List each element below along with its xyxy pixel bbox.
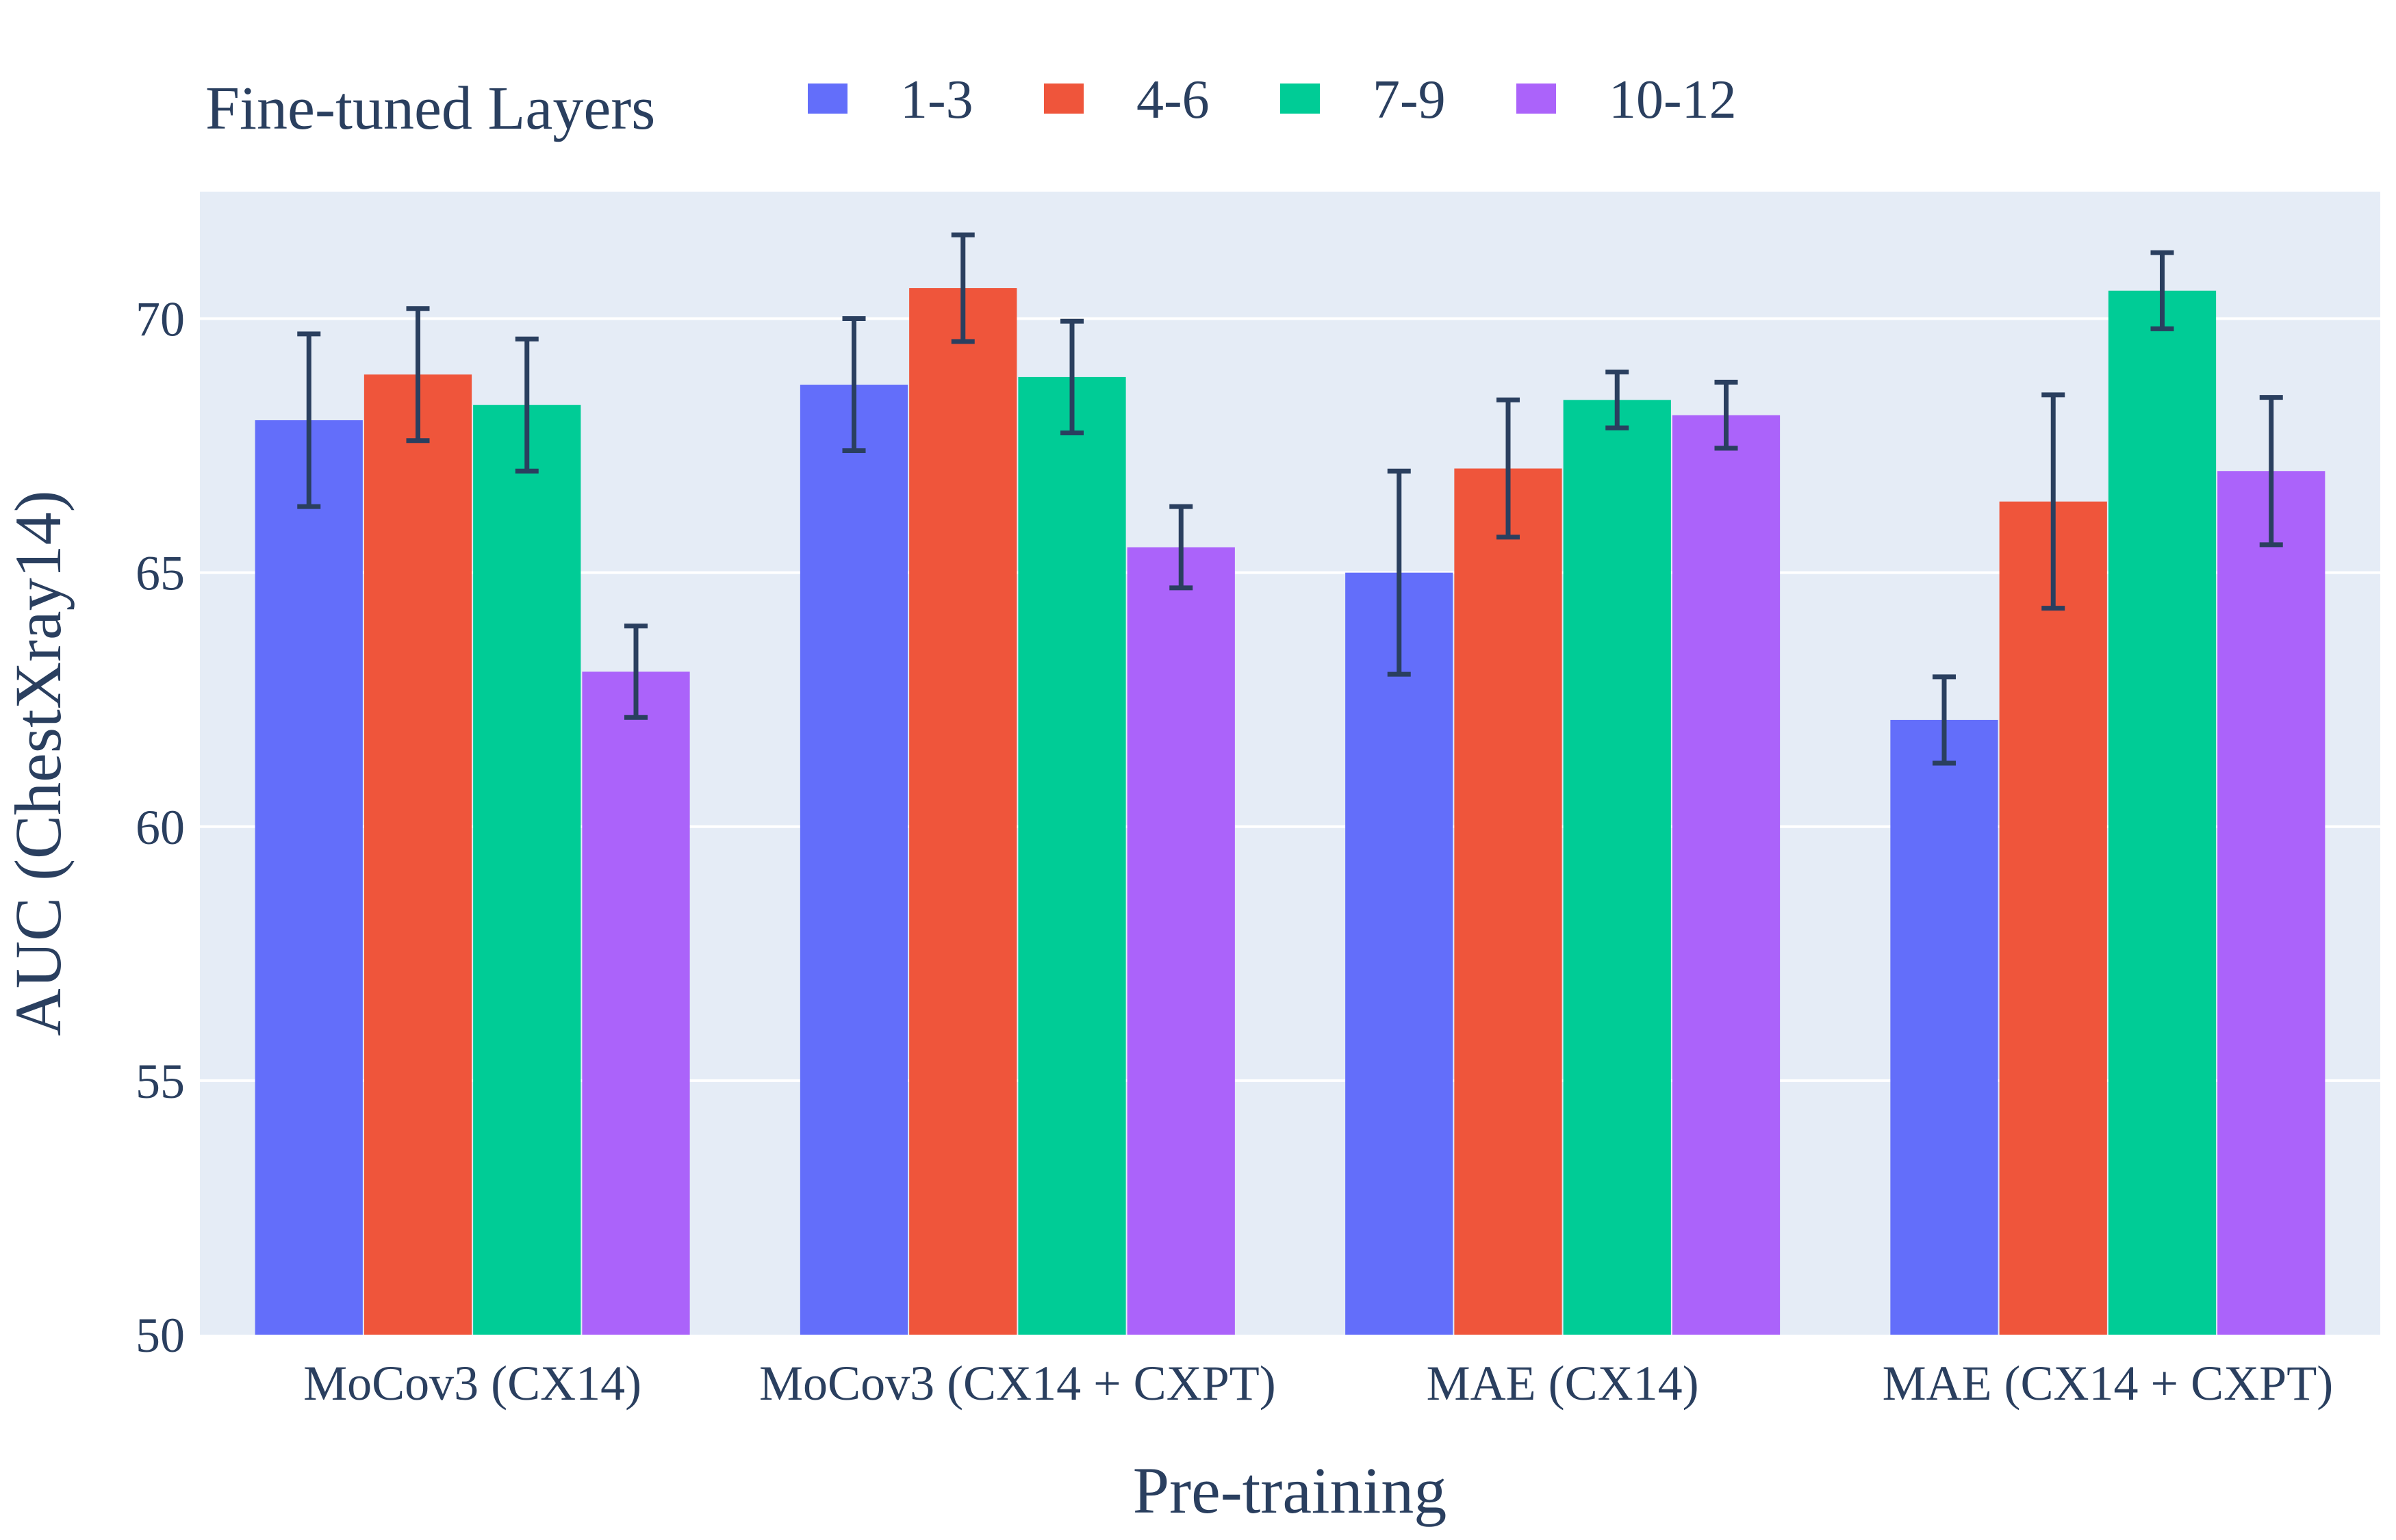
legend-title: Fine-tuned Layers	[205, 75, 655, 142]
legend: Fine-tuned Layers 1-3 4-6 7-9 10-12	[205, 70, 1737, 142]
error-bars	[297, 232, 2283, 766]
legend-label: 1-3	[900, 70, 973, 130]
legend-swatch	[1280, 84, 1320, 114]
legend-label: 4-6	[1136, 70, 1210, 130]
bar	[1672, 415, 1781, 1335]
y-tick-label: 55	[136, 1054, 185, 1109]
bar	[1890, 719, 1998, 1335]
x-tick-label: MoCov3 (CX14)	[303, 1356, 641, 1411]
y-axis-ticks: 50 55 60 65 70	[136, 292, 185, 1363]
x-axis-title: Pre-training	[1133, 1454, 1447, 1527]
y-tick-label: 60	[136, 800, 185, 855]
bar	[800, 385, 908, 1335]
bar	[582, 671, 690, 1335]
bar	[2217, 471, 2325, 1335]
y-tick-label: 70	[136, 292, 185, 347]
x-tick-label: MAE (CX14)	[1427, 1356, 1699, 1411]
bar	[255, 420, 363, 1335]
bar	[1018, 376, 1126, 1335]
x-axis-ticks: MoCov3 (CX14) MoCov3 (CX14 + CXPT) MAE (CX…	[303, 1356, 2333, 1411]
bars	[255, 288, 2325, 1335]
bar	[2108, 290, 2217, 1335]
bar	[364, 374, 472, 1335]
x-tick-label: MAE (CX14 + CXPT)	[1883, 1356, 2334, 1411]
bar	[473, 405, 581, 1335]
bar	[1127, 547, 1235, 1335]
legend-label: 7-9	[1373, 70, 1446, 130]
legend-swatch	[808, 84, 847, 114]
bar	[1345, 572, 1453, 1335]
bar	[1563, 400, 1671, 1335]
y-axis-title: AUC (ChestXray14)	[1, 490, 75, 1036]
bar	[1454, 468, 1562, 1335]
bar	[909, 288, 1017, 1335]
legend-swatch	[1044, 84, 1084, 114]
y-tick-label: 65	[136, 546, 185, 601]
y-tick-label: 50	[136, 1308, 185, 1363]
legend-label: 10-12	[1609, 70, 1737, 130]
x-tick-label: MoCov3 (CX14 + CXPT)	[759, 1356, 1276, 1411]
legend-swatch	[1516, 84, 1556, 114]
bar	[1999, 501, 2107, 1335]
